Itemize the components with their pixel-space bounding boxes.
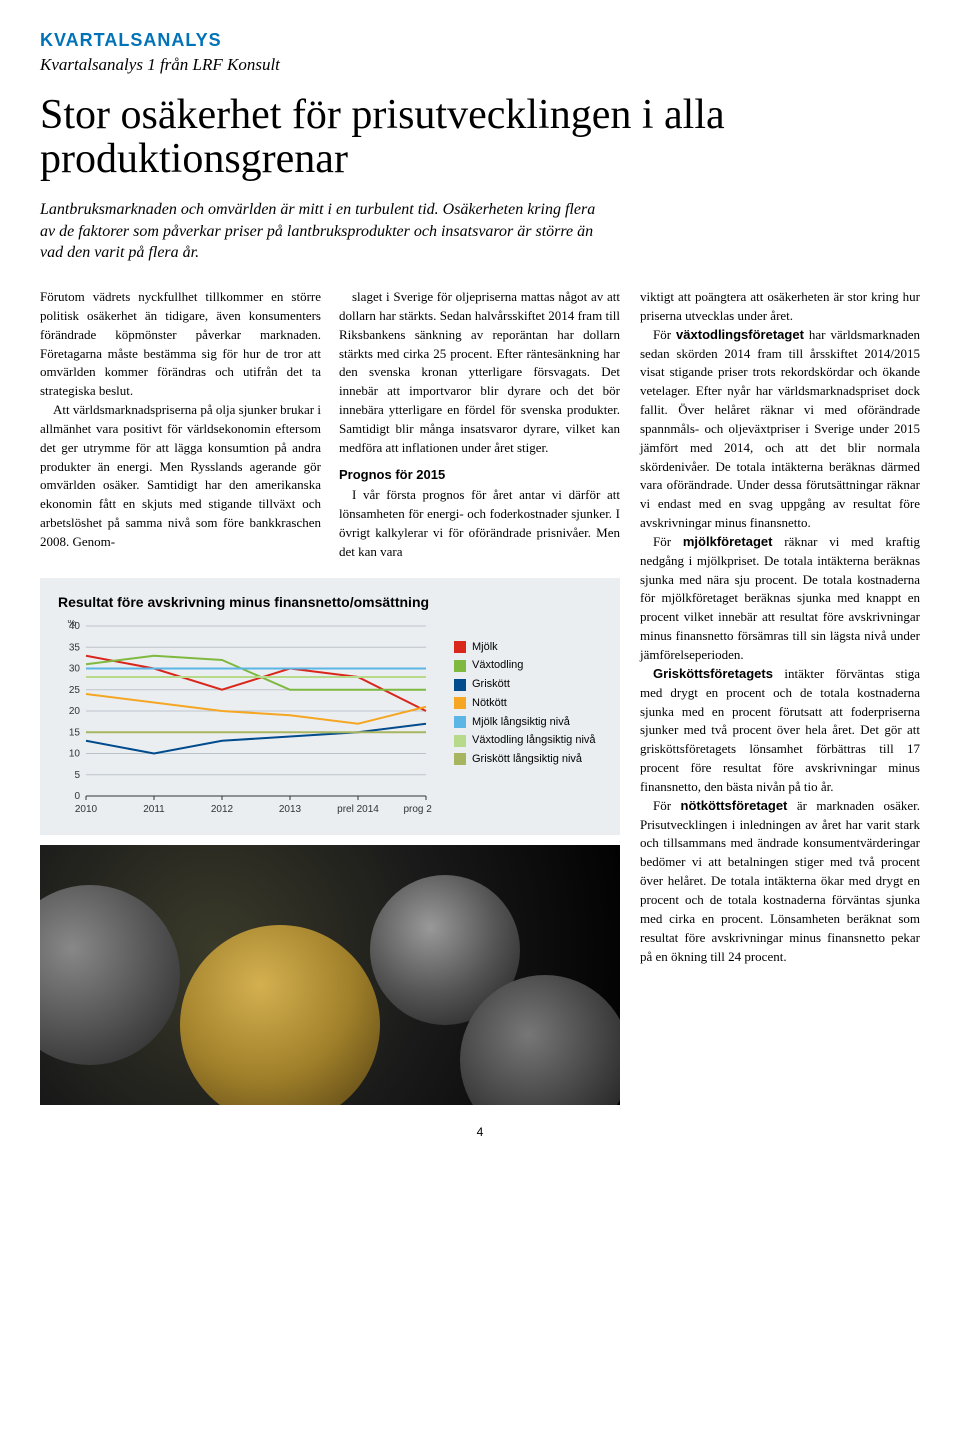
line-chart-svg: 0510152025303540%2010201120122013prel 20…: [58, 620, 432, 818]
svg-text:35: 35: [69, 642, 81, 653]
photo-coins: [40, 845, 620, 1105]
body-p2: Att världsmarknadspriserna på olja sjunk…: [40, 401, 321, 552]
column-left: Förutom vädrets nyckfullhet tillkommer e…: [40, 288, 620, 1105]
legend-swatch: [454, 641, 466, 653]
legend-item: Mjölk långsiktig nivå: [454, 713, 596, 732]
legend-item: Växtodling långsiktig nivå: [454, 731, 596, 750]
headline: Stor osäkerhet för prisutvecklingen i al…: [40, 93, 920, 181]
svg-text:2010: 2010: [75, 804, 98, 815]
legend-swatch: [454, 753, 466, 765]
legend-label: Mjölk långsiktig nivå: [472, 713, 570, 732]
svg-text:25: 25: [69, 685, 81, 696]
svg-text:prog 2015: prog 2015: [403, 804, 432, 815]
legend-swatch: [454, 735, 466, 747]
label-griskott: Grisköttsföretagets: [653, 666, 773, 681]
section-label: KVARTALSANALYS: [40, 30, 920, 51]
right-p5-text: är marknaden osäker. Prisutvecklingen i …: [640, 798, 920, 964]
legend-item: Nötkött: [454, 694, 596, 713]
svg-text:%: %: [68, 620, 77, 629]
body-subhead: Prognos för 2015: [339, 466, 620, 485]
body-p3: slaget i Sverige för oljepriserna mattas…: [339, 288, 620, 458]
legend-item: Griskött: [454, 675, 596, 694]
legend-label: Griskött: [472, 675, 510, 694]
legend-swatch: [454, 679, 466, 691]
legend-item: Griskött långsiktig nivå: [454, 750, 596, 769]
svg-text:5: 5: [74, 770, 80, 781]
coin-image: [40, 885, 180, 1065]
legend-item: Mjölk: [454, 638, 596, 657]
right-p3: För mjölkföretaget räknar vi med kraftig…: [640, 533, 920, 665]
svg-text:10: 10: [69, 748, 81, 759]
svg-text:2012: 2012: [211, 804, 234, 815]
chart-title: Resultat före avskrivning minus finansne…: [58, 594, 602, 610]
body-left: Förutom vädrets nyckfullhet tillkommer e…: [40, 288, 620, 562]
svg-text:2011: 2011: [143, 804, 165, 815]
legend-label: Mjölk: [472, 638, 498, 657]
coin-image: [180, 925, 380, 1105]
lead-paragraph: Lantbruksmarknaden och omvärlden är mitt…: [40, 199, 600, 264]
chart-plot: 0510152025303540%2010201120122013prel 20…: [58, 620, 438, 823]
label-notkott: nötköttsföretaget: [681, 798, 788, 813]
legend-label: Griskött långsiktig nivå: [472, 750, 582, 769]
label-mjolk: mjölkföretaget: [683, 534, 773, 549]
column-right: viktigt att poängtera att osäkerheten är…: [640, 288, 920, 1105]
svg-text:prel 2014: prel 2014: [337, 804, 379, 815]
body-p4: I vår första prognos för året antar vi d…: [339, 486, 620, 561]
right-p2-text: har världsmarknaden sedan skörden 2014 f…: [640, 327, 920, 530]
chart-legend: MjölkVäxtodlingGrisköttNötköttMjölk lång…: [454, 620, 596, 769]
label-vaxtodling: växtodlingsföretaget: [676, 327, 804, 342]
svg-text:2013: 2013: [279, 804, 302, 815]
subtitle: Kvartalsanalys 1 från LRF Konsult: [40, 55, 920, 75]
right-p3-text: räknar vi med kraftig nedgång i mjölkpri…: [640, 534, 920, 662]
chart-container: Resultat före avskrivning minus finansne…: [40, 578, 620, 835]
right-p1: viktigt att poängtera att osäkerheten är…: [640, 288, 920, 326]
svg-text:20: 20: [69, 706, 81, 717]
right-p2: För växtodlingsföretaget har världsmarkn…: [640, 326, 920, 533]
legend-swatch: [454, 697, 466, 709]
legend-swatch: [454, 716, 466, 728]
right-p4: Grisköttsföretagets intäkter förväntas s…: [640, 665, 920, 797]
svg-text:15: 15: [69, 727, 81, 738]
svg-text:30: 30: [69, 663, 81, 674]
page-number: 4: [40, 1125, 920, 1139]
legend-label: Växtodling: [472, 656, 523, 675]
right-p4-text: intäkter förväntas stiga med drygt en pr…: [640, 666, 920, 794]
content-columns: Förutom vädrets nyckfullhet tillkommer e…: [40, 288, 920, 1105]
legend-swatch: [454, 660, 466, 672]
legend-item: Växtodling: [454, 656, 596, 675]
legend-label: Växtodling långsiktig nivå: [472, 731, 596, 750]
body-p1: Förutom vädrets nyckfullhet tillkommer e…: [40, 288, 321, 401]
right-p5: För nötköttsföretaget är marknaden osäke…: [640, 797, 920, 967]
svg-text:0: 0: [74, 791, 80, 802]
legend-label: Nötkött: [472, 694, 507, 713]
